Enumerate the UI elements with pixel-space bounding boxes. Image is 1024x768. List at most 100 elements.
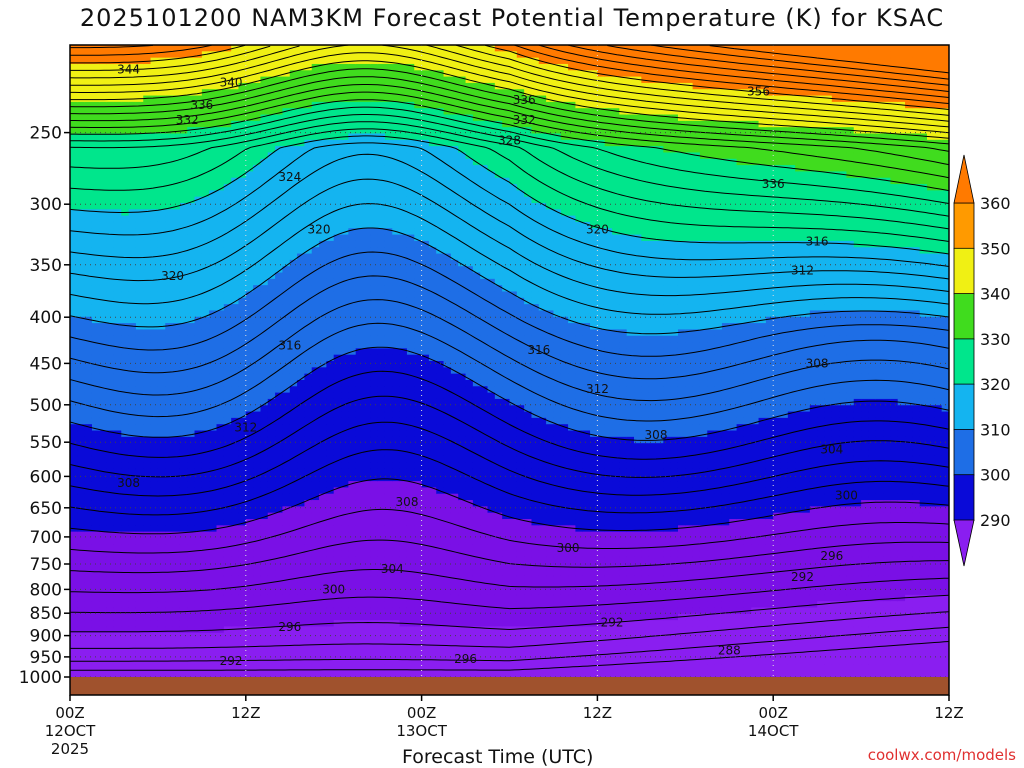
fill-cell bbox=[165, 670, 174, 678]
fill-cell bbox=[245, 209, 254, 217]
fill-cell bbox=[421, 247, 430, 255]
fill-cell bbox=[399, 184, 408, 191]
fill-cell bbox=[77, 405, 86, 413]
fill-cell bbox=[377, 146, 386, 154]
fill-cell bbox=[253, 481, 262, 488]
fill-cell bbox=[216, 601, 225, 609]
fill-cell bbox=[370, 240, 379, 248]
fill-cell bbox=[91, 569, 100, 577]
fill-cell bbox=[128, 266, 137, 274]
fill-cell bbox=[209, 152, 218, 160]
fill-cell bbox=[187, 253, 196, 261]
fill-cell bbox=[84, 417, 93, 425]
fill-cell bbox=[91, 240, 100, 248]
fill-cell bbox=[179, 247, 188, 255]
fill-cell bbox=[201, 114, 210, 122]
fill-cell bbox=[326, 645, 335, 653]
fill-cell bbox=[421, 474, 430, 482]
fill-cell bbox=[348, 462, 357, 470]
fill-cell bbox=[84, 203, 93, 210]
fill-cell bbox=[91, 443, 100, 451]
fill-cell bbox=[326, 158, 335, 166]
fill-cell bbox=[216, 89, 225, 97]
fill-cell bbox=[289, 626, 298, 634]
fill-cell bbox=[406, 45, 415, 52]
fill-cell bbox=[113, 487, 122, 495]
fill-cell bbox=[370, 184, 379, 191]
fill-cell bbox=[231, 304, 240, 312]
fill-cell bbox=[99, 544, 108, 552]
fill-cell bbox=[267, 411, 276, 419]
fill-cell bbox=[165, 89, 174, 97]
fill-cell bbox=[106, 133, 115, 141]
fill-cell bbox=[231, 108, 240, 116]
fill-cell bbox=[194, 449, 203, 457]
fill-cell bbox=[333, 436, 342, 444]
fill-cell bbox=[289, 500, 298, 507]
fill-cell bbox=[267, 645, 276, 653]
fill-cell bbox=[421, 171, 430, 179]
fill-cell bbox=[106, 272, 115, 280]
fill-cell bbox=[209, 278, 218, 286]
fill-cell bbox=[260, 436, 269, 444]
fill-cell bbox=[267, 398, 276, 406]
fill-cell bbox=[231, 639, 240, 646]
fill-cell bbox=[172, 386, 181, 394]
fill-cell bbox=[253, 398, 262, 406]
fill-cell bbox=[341, 57, 349, 65]
fill-cell bbox=[355, 506, 364, 514]
fill-cell bbox=[70, 247, 78, 255]
fill-cell bbox=[106, 285, 115, 293]
fill-cell bbox=[150, 664, 159, 672]
fill-cell bbox=[150, 569, 159, 577]
fill-cell bbox=[179, 537, 188, 545]
fill-cell bbox=[209, 430, 218, 438]
fill-cell bbox=[70, 468, 78, 476]
fill-cell bbox=[77, 386, 86, 394]
fill-cell bbox=[304, 158, 313, 166]
fill-cell bbox=[355, 278, 364, 286]
fill-cell bbox=[135, 127, 144, 135]
fill-cell bbox=[143, 373, 152, 381]
fill-cell bbox=[333, 139, 342, 147]
fill-cell bbox=[399, 632, 408, 640]
fill-cell bbox=[91, 291, 100, 299]
fill-cell bbox=[326, 329, 335, 337]
fill-cell bbox=[363, 620, 371, 628]
fill-cell bbox=[348, 405, 357, 413]
fill-cell bbox=[194, 310, 203, 318]
fill-cell bbox=[84, 247, 93, 255]
fill-cell bbox=[187, 500, 196, 507]
fill-cell bbox=[121, 626, 130, 634]
fill-cell bbox=[223, 45, 232, 52]
fill-cell bbox=[157, 133, 166, 141]
fill-cell bbox=[201, 70, 210, 78]
fill-cell bbox=[179, 45, 188, 52]
fill-cell bbox=[260, 152, 269, 160]
fill-cell bbox=[84, 342, 93, 349]
fill-cell bbox=[84, 626, 93, 634]
fill-cell bbox=[70, 108, 78, 116]
fill-cell bbox=[392, 519, 401, 526]
fill-cell bbox=[113, 531, 122, 539]
fill-cell bbox=[282, 449, 291, 457]
fill-cell bbox=[106, 556, 115, 564]
fill-cell bbox=[245, 398, 254, 406]
fill-cell bbox=[150, 51, 159, 59]
fill-cell bbox=[194, 373, 203, 381]
fill-cell bbox=[355, 190, 364, 198]
fill-cell bbox=[216, 588, 225, 596]
fill-cell bbox=[304, 544, 313, 552]
fill-cell bbox=[304, 367, 313, 375]
fill-cell bbox=[319, 285, 327, 293]
fill-cell bbox=[414, 177, 423, 185]
fill-cell bbox=[326, 203, 335, 210]
fill-cell bbox=[216, 184, 225, 191]
fill-cell bbox=[106, 63, 115, 71]
fill-cell bbox=[201, 455, 210, 463]
fill-cell bbox=[392, 417, 401, 425]
fill-cell bbox=[216, 133, 225, 141]
fill-cell bbox=[289, 544, 298, 552]
fill-cell bbox=[399, 373, 408, 381]
fill-cell bbox=[113, 474, 122, 482]
